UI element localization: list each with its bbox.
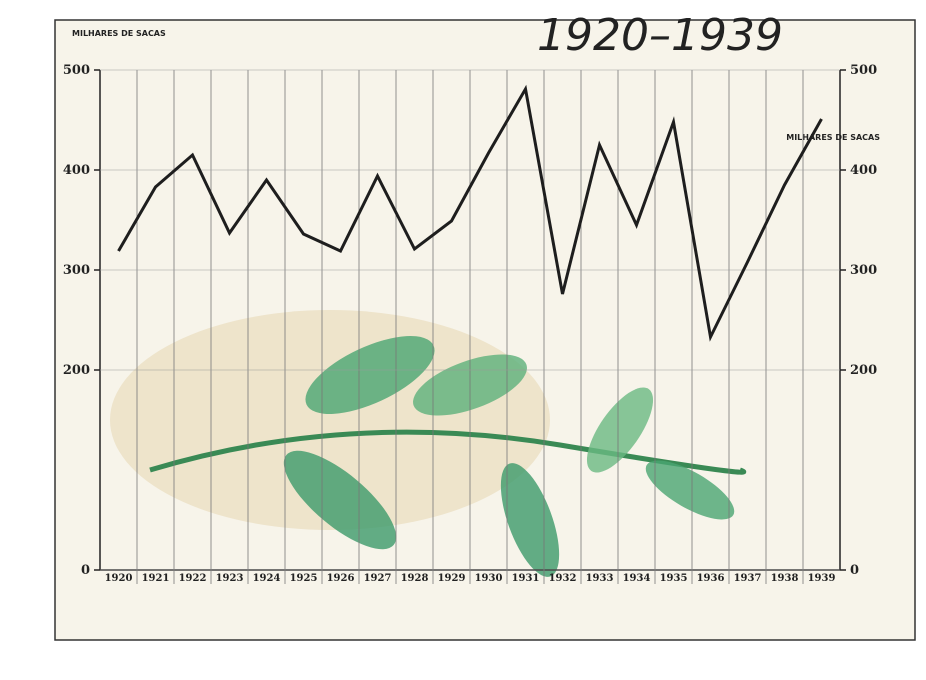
x-tick-label: 1938: [771, 573, 799, 584]
x-tick-label: 1925: [290, 573, 318, 584]
x-tick-label: 1931: [512, 573, 540, 584]
y2-axis-title: MILHARES DE SACAS: [786, 133, 880, 142]
x-tick-label: 1934: [623, 573, 651, 584]
y-tick-label: 400: [63, 163, 90, 178]
decor-background: [110, 310, 550, 530]
y-tick-label: 500: [63, 63, 90, 78]
decor-leaf: [283, 450, 397, 550]
x-tick-label: 1923: [216, 573, 244, 584]
y2-tick-label: 300: [850, 263, 877, 278]
x-tick-label: 1924: [253, 573, 281, 584]
decor-leaf: [645, 460, 735, 520]
x-tick-label: 1927: [364, 573, 392, 584]
x-tick-label: 1937: [734, 573, 762, 584]
x-tick-label: 1920: [105, 573, 133, 584]
paper-sheet: [54, 19, 916, 641]
y-tick-label: 300: [63, 263, 90, 278]
decor-branch: [149, 429, 747, 475]
y-axis-title: MILHARES DE SACAS: [72, 29, 166, 38]
series-line: [117, 84, 823, 342]
decor-leaf: [586, 387, 654, 473]
decor-leaf: [500, 463, 560, 577]
x-tick-label: 1929: [438, 573, 466, 584]
y-tick-label: 200: [63, 363, 90, 378]
x-tick-label: 1935: [660, 573, 688, 584]
x-tick-label: 1936: [697, 573, 725, 584]
x-tick-label: 1921: [142, 573, 170, 584]
x-tick-label: 1933: [586, 573, 614, 584]
x-tick-label: 1932: [549, 573, 577, 584]
chart-title: 1920–1939: [537, 10, 783, 61]
x-tick-label: 1922: [179, 573, 207, 584]
y2-tick-label: 0: [850, 563, 859, 578]
y2-tick-label: 500: [850, 63, 877, 78]
y2-tick-label: 400: [850, 163, 877, 178]
x-tick-label: 1930: [475, 573, 503, 584]
y-tick-label: 0: [81, 563, 90, 578]
x-tick-label: 1939: [808, 573, 836, 584]
y2-tick-label: 200: [850, 363, 877, 378]
decor-leaf: [305, 336, 435, 414]
x-tick-label: 1928: [401, 573, 429, 584]
x-tick-label: 1926: [327, 573, 355, 584]
